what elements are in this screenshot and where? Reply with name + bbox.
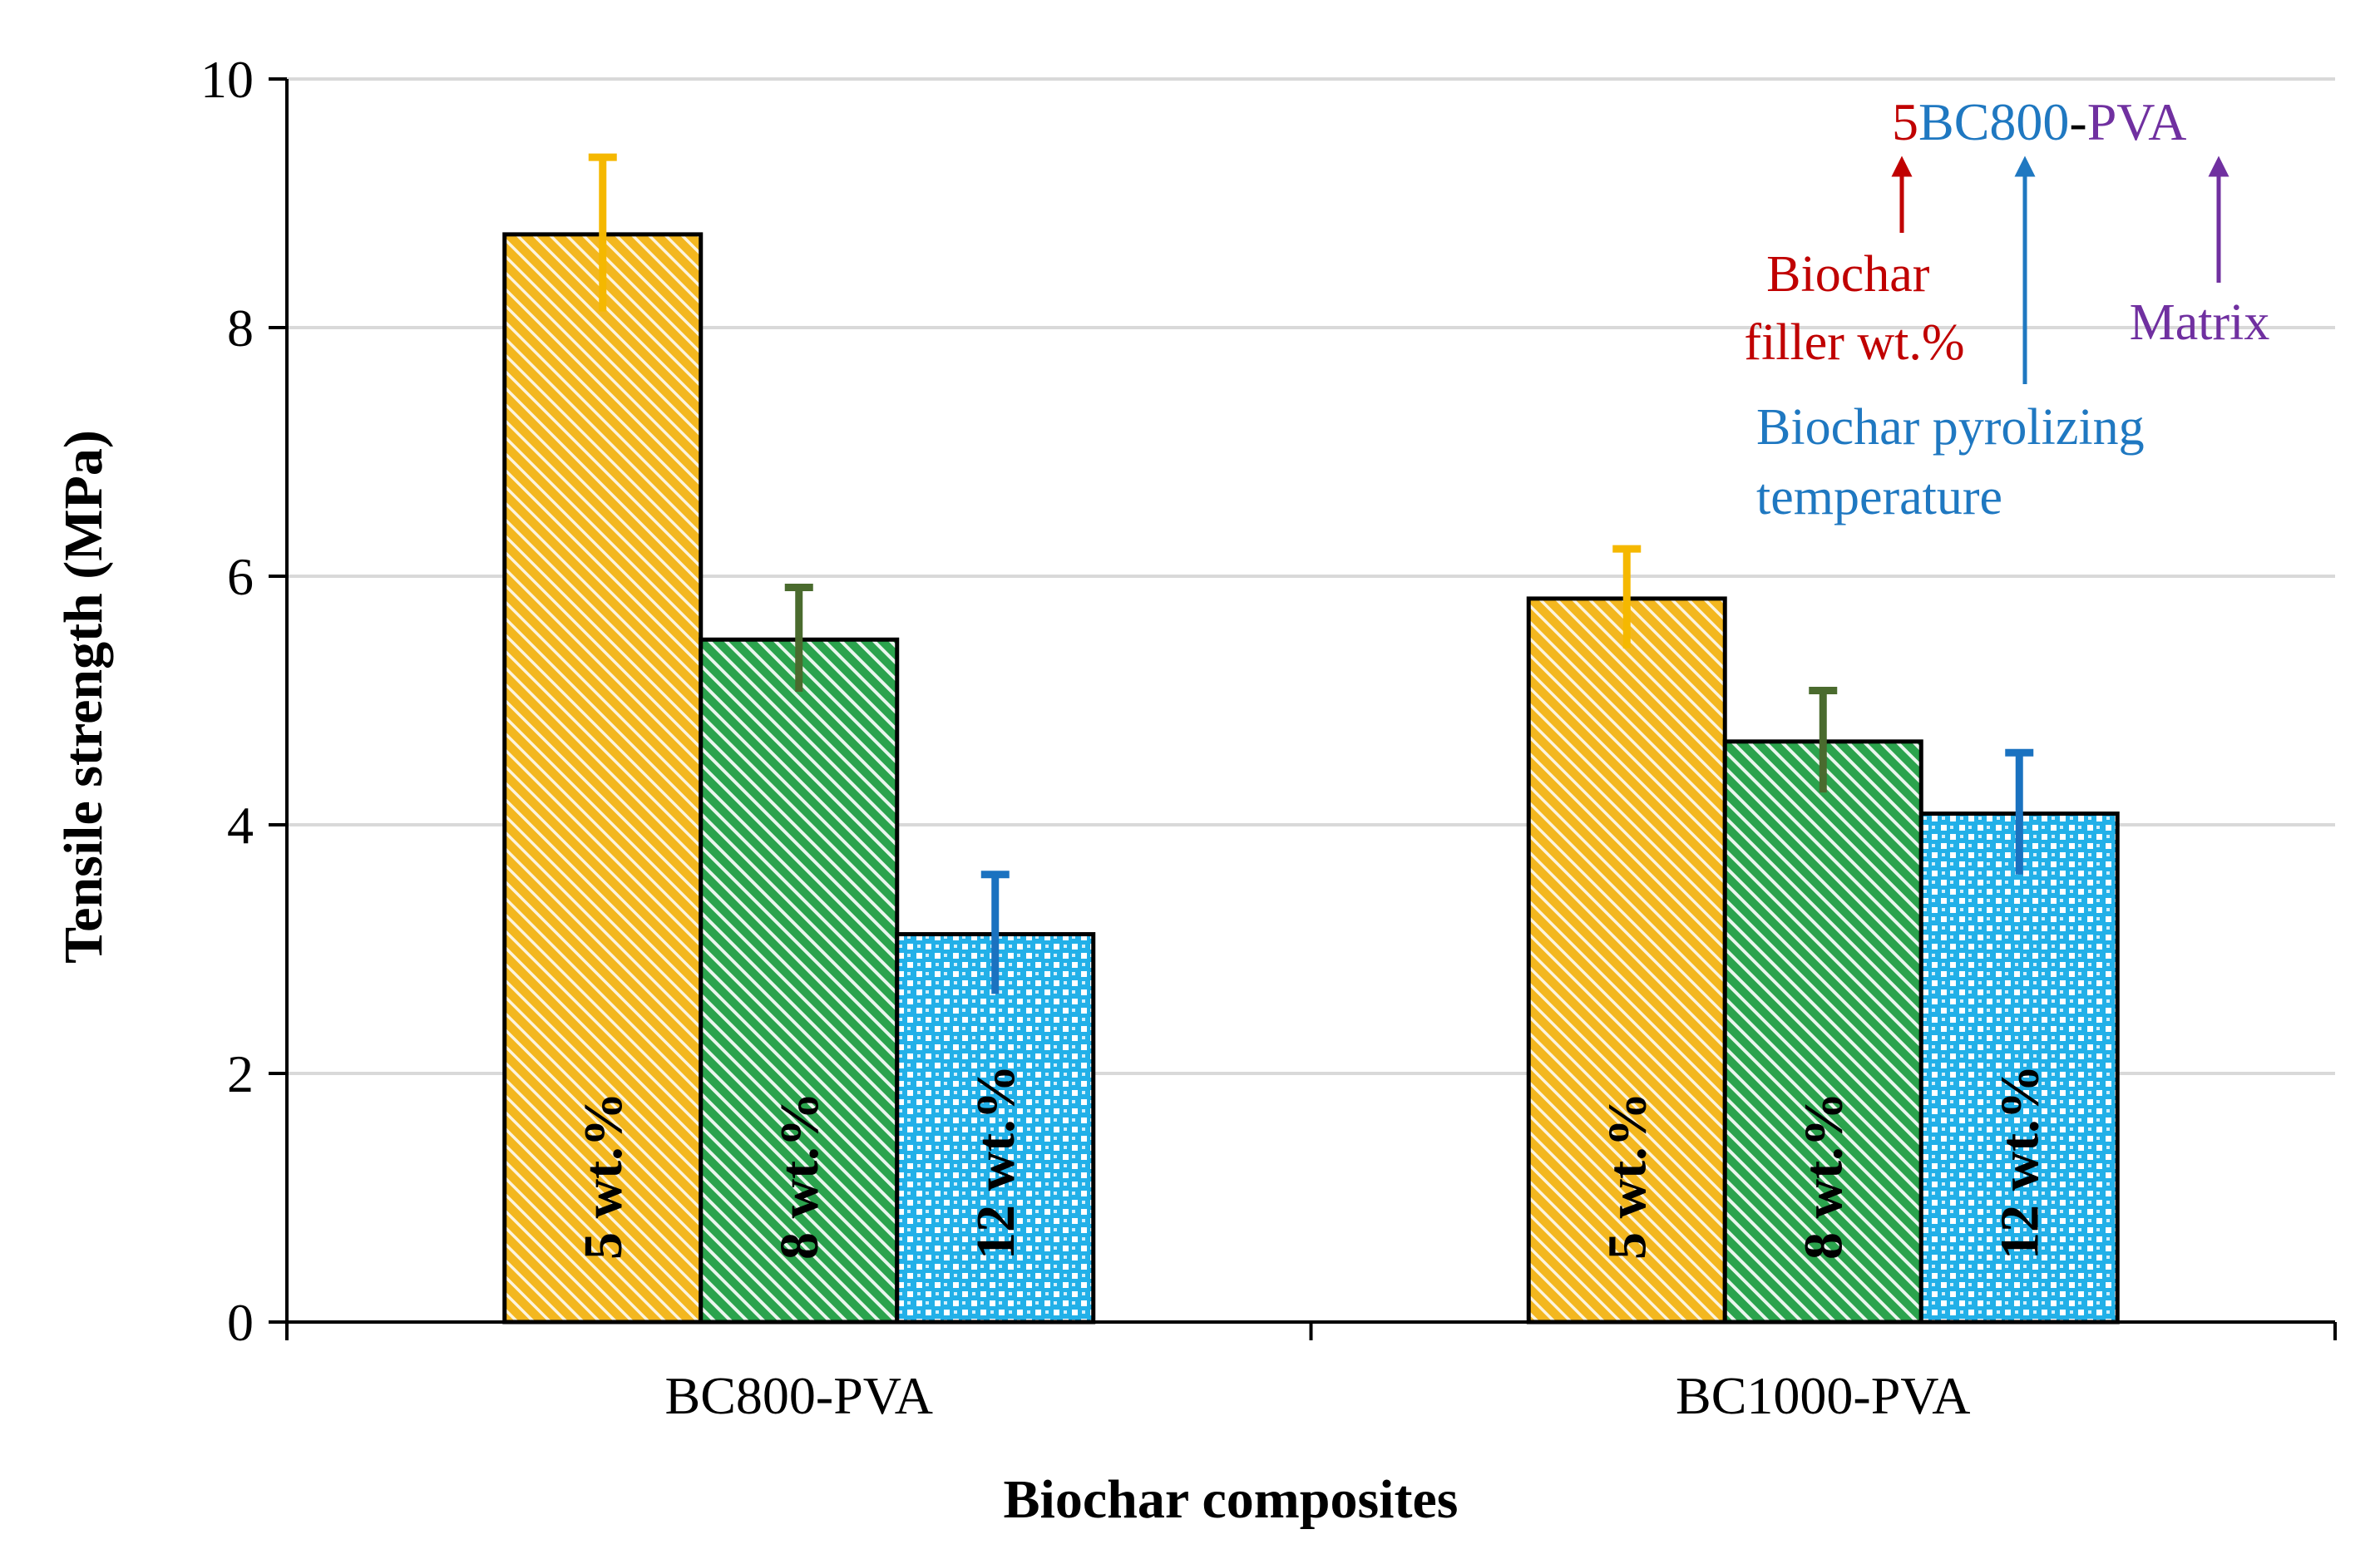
bar <box>1918 812 2120 1325</box>
pyrolysis-caption-line-1: Biochar pyrolizing <box>1756 399 2145 456</box>
matrix-caption-line-1: Matrix <box>2130 294 2270 351</box>
filler-caption-line-1: Biochar <box>1766 246 1930 303</box>
sample-code-label: 5BC800-PVA <box>1892 92 2186 151</box>
y-tick-label: 0 <box>227 1293 254 1352</box>
naming-annotation: 5BC800-PVA Biochar filler wt.% Matrix Bi… <box>1744 92 2269 525</box>
label-part-filler: 5 <box>1892 92 1918 151</box>
bars: 5 wt.% 8 wt.% 12 wt.% 5 wt.% 8 wt.% 12 wt.% <box>502 153 2120 1325</box>
bar-series-label: 12 wt.% <box>965 1064 1026 1260</box>
pyrolysis-caption-line-2: temperature <box>1756 469 2002 525</box>
y-tick-label: 4 <box>227 796 254 855</box>
bar-series-label: 8 wt.% <box>1793 1092 1854 1260</box>
x-category-label: BC1000-PVA <box>1676 1366 1970 1425</box>
bar <box>699 637 900 1325</box>
bar-series-label: 5 wt.% <box>573 1092 634 1260</box>
pyrolysis-caption: Biochar pyrolizing temperature <box>1756 399 2157 525</box>
filler-caption-line-2: filler wt.% <box>1744 314 1964 371</box>
bar-series-label: 8 wt.% <box>769 1092 830 1260</box>
y-tick-label: 8 <box>227 298 254 358</box>
y-tick-label: 6 <box>227 547 254 606</box>
y-axis-title: Tensile strength (MPa) <box>53 430 114 964</box>
bar-series-label: 5 wt.% <box>1597 1092 1657 1260</box>
y-tick-label: 10 <box>200 50 254 109</box>
x-axis-title: Biochar composites <box>1004 1469 1459 1530</box>
label-part-temperature: BC800 <box>1918 92 2069 151</box>
matrix-caption: Matrix <box>2130 294 2270 351</box>
filler-caption: Biochar filler wt.% <box>1744 246 1964 371</box>
label-part-dash: - <box>2069 92 2086 151</box>
x-category-label: BC800-PVA <box>665 1366 933 1425</box>
label-part-matrix: PVA <box>2087 92 2187 151</box>
bar-series-label: 12 wt.% <box>1989 1064 2050 1260</box>
axes: 0 2 4 6 8 10 BC800-PVA BC1000-PVA <box>200 50 2337 1425</box>
bar <box>502 232 704 1325</box>
y-tick-label: 2 <box>227 1044 254 1103</box>
bar <box>895 932 1096 1325</box>
